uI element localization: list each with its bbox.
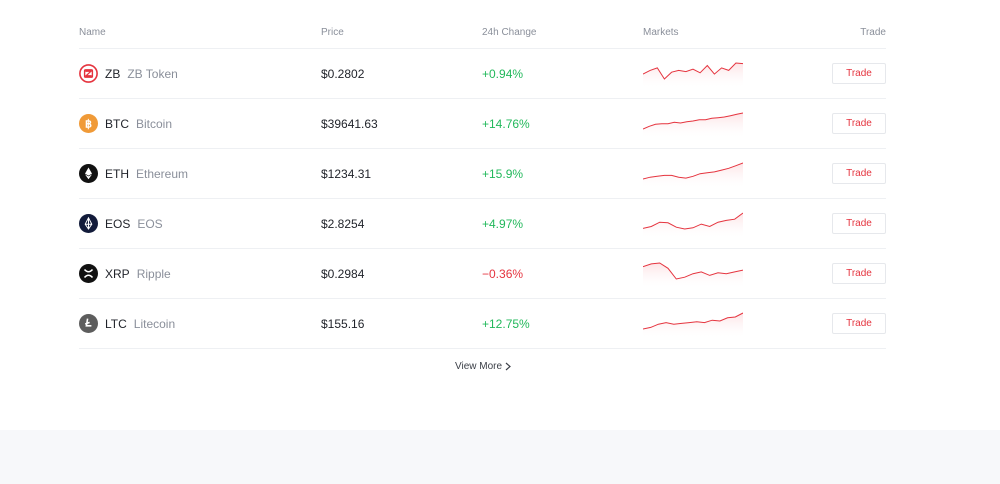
change-cell: +15.9% [482, 166, 524, 181]
coin-name-cell: EOS EOS [79, 199, 163, 248]
sparkline-line [643, 112, 743, 129]
coin-full-name: Bitcoin [136, 116, 173, 131]
sparkline-line [643, 162, 743, 179]
ethereum-icon [79, 164, 98, 183]
trade-button[interactable]: Trade [832, 263, 886, 284]
market-table: Name Price 24h Change Markets Trade ZB Z… [79, 0, 886, 349]
view-more-link[interactable]: View More [455, 361, 511, 372]
coin-name-cell: ฿ BTC Bitcoin [79, 99, 172, 148]
coin-symbol: BTC [105, 116, 129, 131]
coin-full-name: Litecoin [133, 316, 176, 331]
footer-section [0, 430, 1000, 484]
coin-symbol: ZB [105, 66, 121, 81]
coin-symbol: LTC [105, 316, 127, 331]
sparkline-chart [643, 49, 743, 98]
trade-button[interactable]: Trade [832, 63, 886, 84]
header-name: Name [79, 27, 106, 38]
ripple-icon [79, 264, 98, 283]
bitcoin-icon: ฿ [79, 114, 98, 133]
change-cell: +14.76% [482, 116, 530, 131]
trade-button[interactable]: Trade [832, 163, 886, 184]
sparkline-line [643, 61, 743, 80]
sparkline-area [643, 312, 743, 337]
change-cell: −0.36% [482, 266, 524, 281]
coin-symbol: XRP [105, 266, 130, 281]
header-change: 24h Change [482, 27, 537, 38]
litecoin-icon [79, 314, 98, 333]
sparkline-chart [643, 99, 743, 148]
header-markets: Markets [643, 27, 679, 38]
sparkline-line [643, 261, 743, 280]
coin-full-name: Ripple [136, 266, 171, 281]
sparkline-line [643, 312, 743, 329]
table-row[interactable]: LTC Litecoin $155.16 +12.75% Trade [79, 299, 886, 349]
view-more-label: View More [455, 361, 503, 372]
price-cell: $155.16 [321, 316, 365, 331]
change-cell: +0.94% [482, 66, 524, 81]
chevron-right-icon [505, 362, 511, 371]
price-cell: $1234.31 [321, 166, 372, 181]
table-row[interactable]: ZB ZB Token $0.2802 +0.94% Trade [79, 49, 886, 99]
price-cell: $39641.63 [321, 116, 378, 131]
zb-token-icon [79, 64, 98, 83]
table-row[interactable]: XRP Ripple $0.2984 −0.36% Trade [79, 249, 886, 299]
coin-full-name: EOS [137, 216, 163, 231]
price-cell: $0.2802 [321, 66, 365, 81]
coin-full-name: Ethereum [136, 166, 189, 181]
eos-icon [79, 214, 98, 233]
table-row[interactable]: EOS EOS $2.8254 +4.97% Trade [79, 199, 886, 249]
change-cell: +12.75% [482, 316, 530, 331]
sparkline-chart [643, 299, 743, 348]
coin-name-cell: ETH Ethereum [79, 149, 188, 198]
change-cell: +4.97% [482, 216, 524, 231]
table-row[interactable]: ETH Ethereum $1234.31 +15.9% Trade [79, 149, 886, 199]
trade-button[interactable]: Trade [832, 313, 886, 334]
trade-button[interactable]: Trade [832, 213, 886, 234]
sparkline-area [643, 112, 743, 137]
coin-name-cell: ZB ZB Token [79, 49, 178, 98]
sparkline-chart [643, 249, 743, 298]
coin-name-cell: LTC Litecoin [79, 299, 175, 348]
sparkline-chart [643, 149, 743, 198]
coin-symbol: ETH [105, 166, 129, 181]
sparkline-chart [643, 199, 743, 248]
sparkline-area [643, 62, 743, 87]
trade-button[interactable]: Trade [832, 113, 886, 134]
svg-text:฿: ฿ [85, 119, 92, 131]
table-header: Name Price 24h Change Markets Trade [79, 0, 886, 49]
header-price: Price [321, 27, 344, 38]
sparkline-line [643, 212, 743, 230]
coin-name-cell: XRP Ripple [79, 249, 171, 298]
price-cell: $0.2984 [321, 266, 365, 281]
table-row[interactable]: ฿ BTC Bitcoin $39641.63 +14.76% Trade [79, 99, 886, 149]
sparkline-area [643, 262, 743, 287]
price-cell: $2.8254 [321, 216, 365, 231]
sparkline-area [643, 162, 743, 187]
header-trade: Trade [860, 27, 886, 38]
coin-symbol: EOS [105, 216, 131, 231]
sparkline-area [643, 212, 743, 237]
coin-full-name: ZB Token [127, 66, 178, 81]
